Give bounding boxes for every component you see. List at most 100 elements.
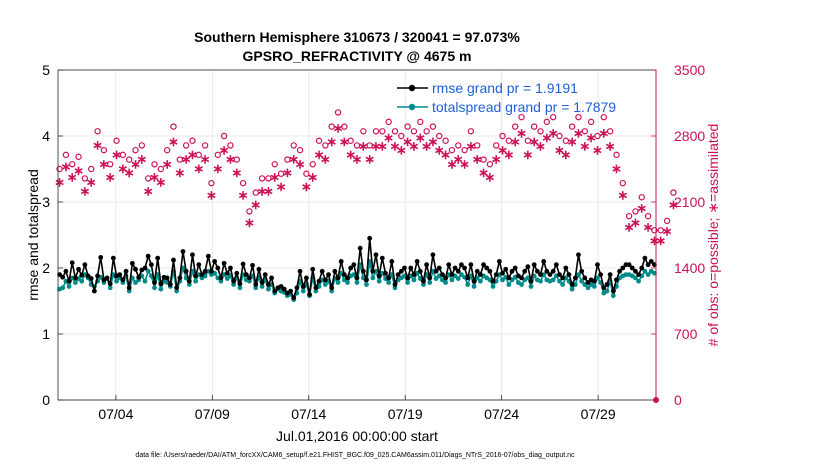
rmse-marker [417,268,423,274]
rmse-marker [91,288,97,294]
obs-assimilated-marker: ∗ [421,138,432,153]
obs-possible-marker [613,151,620,159]
legend-spread-label: totalspread grand pr = 1.7879 [432,99,616,115]
totalspread-marker [142,278,148,284]
obs-possible-marker [201,142,209,149]
rmse-marker [63,268,69,274]
rmse-marker [487,268,493,274]
rmse-marker [310,266,316,272]
obs-assimilated-marker: ∗ [155,174,166,189]
rmse-marker [266,282,271,287]
rmse-marker [455,268,461,274]
obs-possible-marker [651,227,658,234]
obs-possible-marker [619,179,626,187]
rmse-marker [557,272,562,277]
rmse-marker [620,265,626,271]
obs-possible-marker [303,170,310,177]
rmse-marker [174,285,180,291]
obs-possible-marker [246,208,253,215]
obs-assimilated-marker: ∗ [86,174,97,189]
rmse-marker [193,273,199,279]
totalspread-marker [560,282,566,287]
rmse-marker [430,252,436,258]
obs-possible-marker [360,128,367,135]
obs-assimilated-marker: ∗ [630,215,641,230]
rmse-marker [633,268,638,274]
rmse-marker [360,268,366,274]
rmse-marker [585,280,591,285]
obs-assimilated-marker: ∗ [453,152,464,167]
rmse-marker [519,275,524,281]
y-tick-label: 4 [42,128,50,144]
obs-possible-marker [296,146,304,154]
totalspread-marker [237,285,243,291]
obs-possible-marker [328,123,335,130]
obs-possible-marker [493,142,500,149]
obs-possible-marker [556,132,563,140]
rmse-marker [550,268,556,274]
rmse-marker [269,275,274,281]
rmse-marker [240,261,246,267]
totalspread-marker [107,285,113,291]
obs-possible-marker [663,217,671,225]
totalspread-marker [421,282,426,287]
totalspread-marker [253,285,259,291]
rmse-marker [221,260,227,266]
totalspread-marker [376,278,382,284]
y2-tick-label: 3500 [674,62,705,78]
obs-assimilated-marker: ∗ [206,188,217,203]
rmse-marker [167,282,173,287]
rmse-marker [408,265,414,271]
rmse-marker [180,249,186,254]
obs-possible-marker [448,146,456,154]
y2-axis-label: # of obs: o=possible; ∗=assimilated [705,124,721,347]
rmse-marker [465,275,471,281]
obs-possible-marker [524,137,532,144]
obs-possible-marker [62,151,70,159]
obs-possible-marker [138,142,146,149]
obs-assimilated-marker: ∗ [98,156,109,171]
totalspread-marker [354,280,360,285]
rmse-marker [133,266,138,272]
legend-rmse-marker [408,84,416,92]
rmse-marker [243,272,249,277]
obs-possible-marker [461,146,468,154]
obs-possible-marker [467,128,475,135]
rmse-marker [136,274,142,280]
obs-assimilated-marker: ∗ [130,156,141,171]
totalspread-marker [322,282,328,287]
rmse-marker [294,285,300,291]
obs-possible-marker [239,179,247,187]
legend-spread-marker [408,103,416,111]
totalspread-marker [351,272,357,277]
rmse-marker [424,262,430,268]
obs-possible-marker [562,137,570,144]
obs-possible-marker [594,132,601,140]
rmse-marker [595,262,600,268]
totalspread-marker [576,272,581,277]
rmse-marker [496,259,502,264]
rmse-marker [414,259,420,264]
obs-assimilated-marker: ∗ [301,179,312,194]
rmse-marker [598,272,604,277]
obs-possible-marker [372,128,380,135]
obs-assimilated-marker: ∗ [219,142,230,157]
obs-assimilated-marker: ∗ [269,170,280,185]
obs-possible-marker [404,123,411,130]
rmse-marker [256,266,262,272]
obs-possible-marker [258,175,266,182]
obs-assimilated-marker: ∗ [250,197,261,212]
obs-possible-marker [195,151,202,159]
obs-possible-marker [670,189,677,196]
rmse-marker [351,262,357,268]
obs-possible-marker [417,118,424,126]
rmse-marker [474,268,480,274]
totalspread-marker [642,268,648,274]
totalspread-marker [579,278,585,284]
rmse-marker [177,275,183,281]
obs-assimilated-marker: ∗ [358,138,369,153]
obs-assimilated-marker: ∗ [440,147,451,162]
obs-assimilated-marker: ∗ [529,134,540,149]
rmse-marker [297,268,303,274]
obs-assimilated-marker: ∗ [60,159,71,174]
